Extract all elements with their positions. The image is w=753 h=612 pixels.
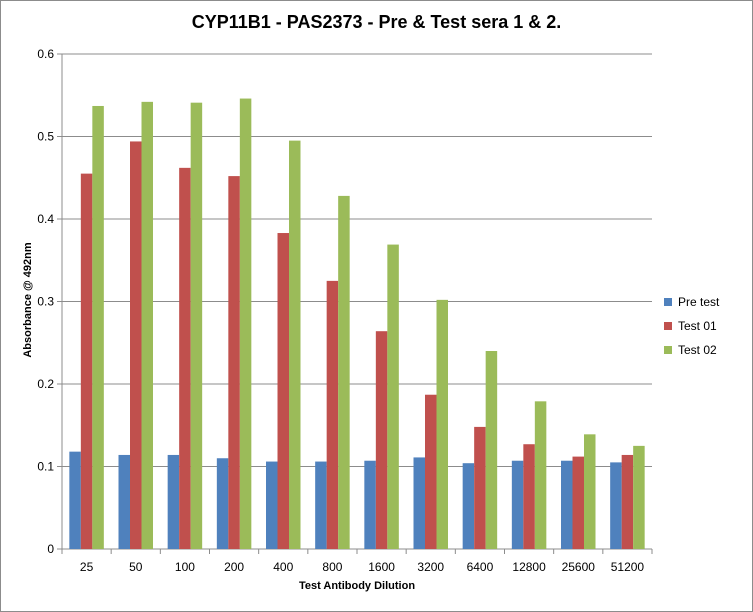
- bar-test-01: [277, 233, 289, 549]
- bar-test-01: [130, 141, 142, 549]
- y-axis-label: Absorbance @ 492nm: [22, 242, 34, 358]
- legend-swatch-test-02: [664, 346, 672, 354]
- bar-test-02: [289, 140, 301, 549]
- x-tick-label: 25: [80, 560, 94, 574]
- x-tick-label: 800: [322, 560, 342, 574]
- x-tick-label: 400: [273, 560, 293, 574]
- legend-label-test-01: Test 01: [678, 319, 717, 333]
- x-tick-label: 6400: [467, 560, 494, 574]
- bar-pre-test: [167, 454, 180, 549]
- bar-pre-test: [610, 462, 622, 549]
- legend-label-pre-test: Pre test: [678, 295, 720, 309]
- bar-test-01: [375, 331, 388, 549]
- bar-pre-test: [511, 460, 524, 549]
- bar-test-01: [621, 454, 634, 549]
- bar-test-01: [326, 280, 339, 549]
- y-tick-label: 0.1: [37, 460, 54, 474]
- y-tick-label: 0.3: [37, 295, 54, 309]
- bar-test-02: [633, 445, 645, 549]
- bar-test-02: [534, 401, 547, 549]
- x-tick-label: 25600: [562, 560, 596, 574]
- bar-test-02: [338, 195, 350, 549]
- x-tick-label: 3200: [417, 560, 444, 574]
- bar-pre-test: [364, 460, 376, 549]
- chart-title: CYP11B1 - PAS2373 - Pre & Test sera 1 & …: [191, 12, 562, 32]
- y-tick-label: 0.2: [37, 377, 54, 391]
- bar-test-01: [80, 173, 93, 549]
- bar-pre-test: [216, 458, 229, 549]
- x-tick-label: 200: [224, 560, 244, 574]
- x-tick-label: 51200: [611, 560, 645, 574]
- bar-test-02: [584, 434, 596, 549]
- legend-item-test-01: Test 01: [664, 314, 719, 338]
- bar-test-01: [523, 444, 535, 549]
- x-tick-label: 12800: [512, 560, 546, 574]
- legend-swatch-test-01: [664, 322, 672, 330]
- y-tick-label: 0.6: [37, 47, 54, 61]
- bar-test-01: [572, 456, 584, 549]
- bar-test-02: [190, 102, 203, 550]
- legend-item-pre-test: Pre test: [664, 290, 719, 314]
- bar-test-01: [179, 167, 191, 549]
- legend-item-test-02: Test 02: [664, 338, 719, 362]
- bar-test-02: [387, 244, 399, 549]
- legend-swatch-pre-test: [664, 298, 672, 306]
- bar-test-02: [92, 105, 104, 549]
- bar-pre-test: [118, 454, 130, 549]
- bar-test-01: [425, 394, 437, 549]
- bar-test-02: [239, 98, 252, 550]
- bar-test-02: [141, 101, 153, 549]
- bar-pre-test: [561, 460, 573, 549]
- chart-legend: Pre test Test 01 Test 02: [664, 290, 719, 362]
- bar-test-01: [228, 176, 240, 549]
- y-tick-label: 0: [47, 542, 54, 556]
- bar-pre-test: [266, 461, 278, 549]
- bar-pre-test: [413, 457, 425, 549]
- y-tick-label: 0.4: [37, 212, 54, 226]
- x-tick-label: 50: [129, 560, 143, 574]
- x-tick-label: 100: [175, 560, 195, 574]
- x-tick-label: 1600: [368, 560, 395, 574]
- bar-pre-test: [462, 463, 475, 549]
- bar-test-01: [474, 426, 486, 549]
- bar-test-02: [436, 299, 448, 549]
- bar-pre-test: [69, 451, 81, 549]
- legend-label-test-02: Test 02: [678, 343, 717, 357]
- bar-test-02: [485, 351, 498, 549]
- y-tick-label: 0.5: [37, 130, 54, 144]
- x-axis-label: Test Antibody Dilution: [298, 580, 416, 592]
- bar-pre-test: [315, 461, 327, 549]
